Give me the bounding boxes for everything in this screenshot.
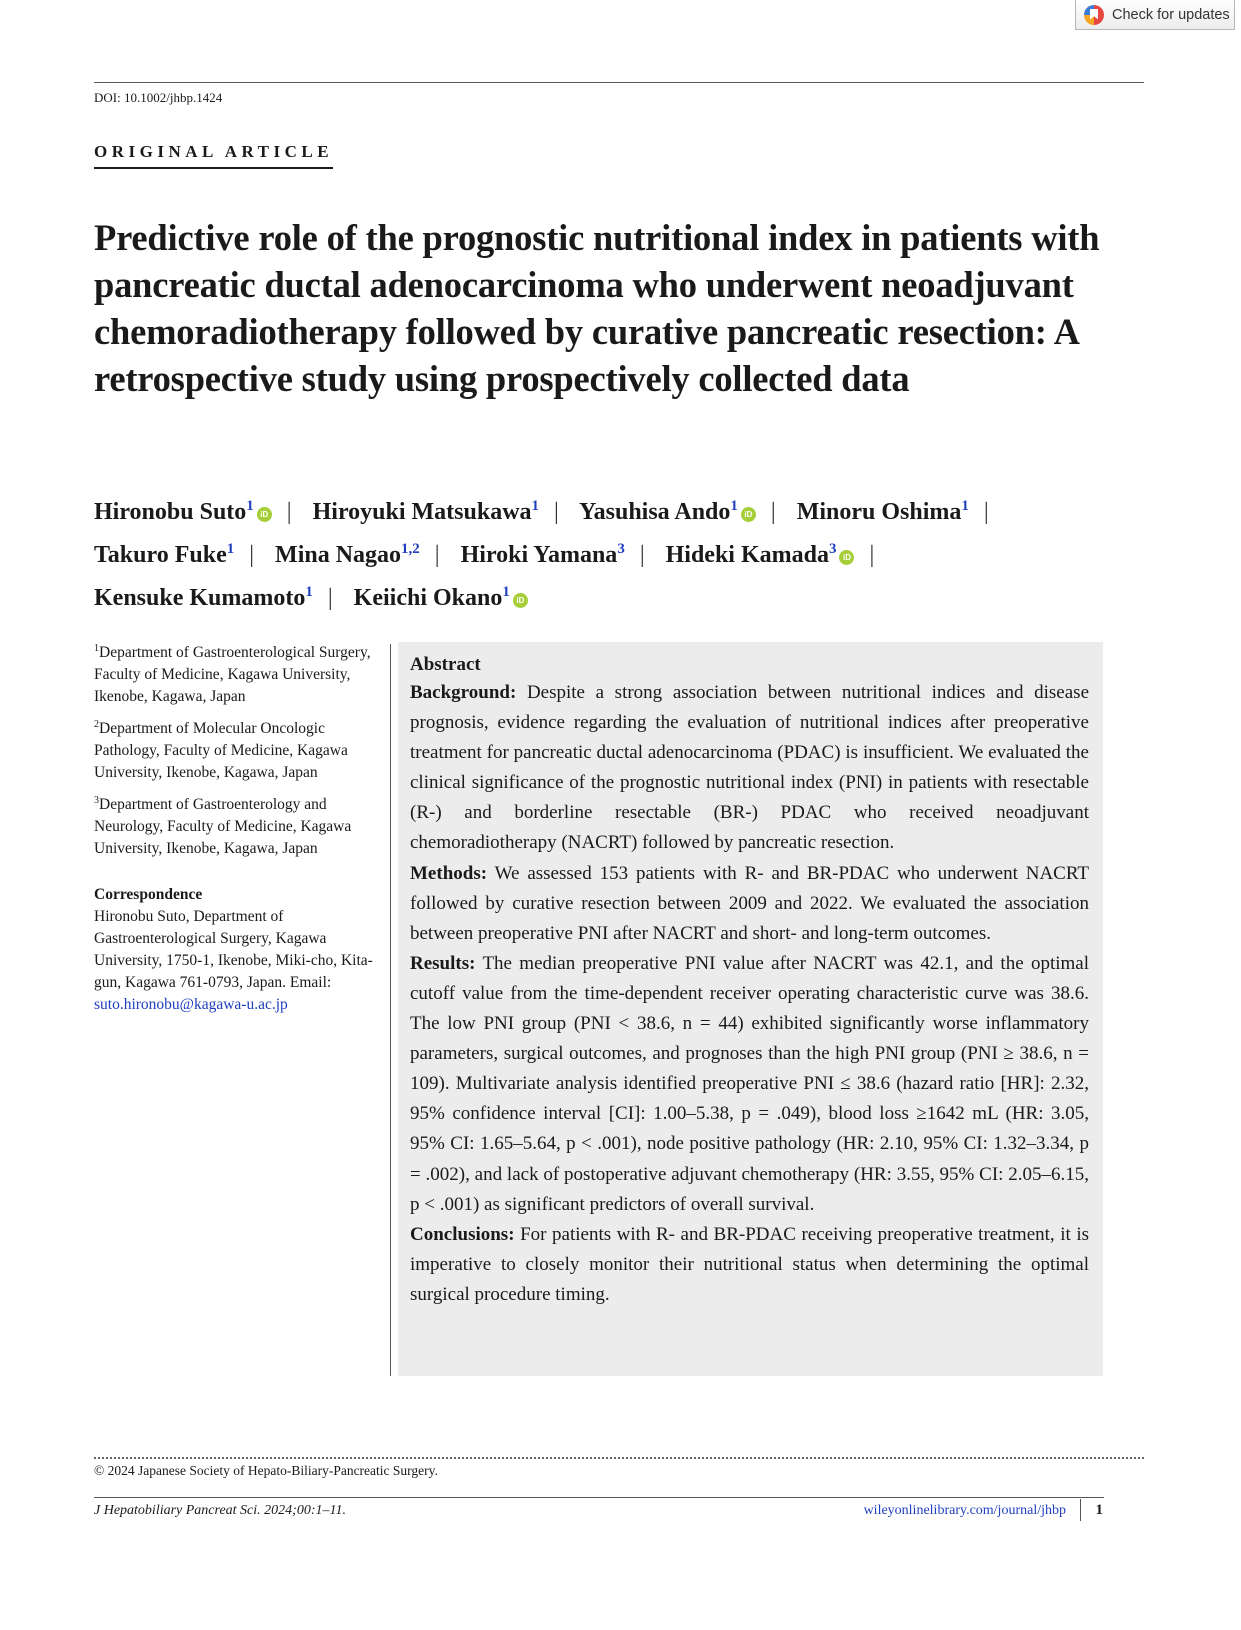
conclusions-text: For patients with R- and BR-PDAC receivi… [410,1223,1089,1305]
author[interactable]: Mina Nagao1,2 [275,541,420,568]
conclusions-label: Conclusions: [410,1223,515,1245]
author-affiliation-marker[interactable]: 1 [305,584,313,600]
correspondence-text: Hironobu Suto, Department of Gastroenter… [94,906,374,1016]
author-name: Hiroki Yamana [460,542,618,568]
author-separator: | [869,542,875,568]
doi[interactable]: DOI: 10.1002/jhbp.1424 [94,90,223,105]
author-name: Mina Nagao [275,542,402,568]
affiliation-text: Department of Gastroenterology and Neuro… [94,796,352,858]
author-separator: | [639,542,645,568]
email-label: Email: [289,974,332,992]
author[interactable]: Hideki Kamada3iD [665,541,855,568]
author-affiliation-marker[interactable]: 3 [828,541,837,557]
affiliation-text: Department of Molecular Oncologic Pathol… [94,720,348,782]
crossmark-icon [1084,4,1104,25]
abstract-heading: Abstract [410,654,481,675]
orcid-icon[interactable]: iD [740,507,756,522]
author-separator: | [770,499,776,525]
author-separator: | [554,499,559,525]
affiliation-marker: 3 [94,795,99,807]
correspondence-heading: Correspondence [94,886,203,904]
author-affiliation-marker[interactable]: 1 [531,498,540,514]
footnote-rule [94,1457,1144,1459]
author-separator: | [327,585,333,611]
affiliation: 1Department of Gastroenterological Surge… [94,638,374,708]
correspondence-address: Hironobu Suto, Department of Gastroenter… [94,908,373,992]
methods-text: We assessed 153 patients with R- and BR-… [410,862,1089,944]
journal-citation: J Hepatobiliary Pancreat Sci. 2024;00:1–… [94,1503,346,1518]
author[interactable]: Minoru Oshima1 [796,498,969,525]
author-name: Yasuhisa Ando [578,499,731,525]
author-name: Kensuke Kumamoto [94,585,306,611]
footer-rule [94,1497,1104,1498]
author-affiliation-marker[interactable]: 1 [226,541,235,557]
author-list: Hironobu Suto1iD | Hiroyuki Matsukawa1 | Y… [94,488,1144,617]
results-text: The median preoperative PNI value after … [410,952,1089,1215]
background-label: Background: [410,682,517,703]
abstract-background: Background: Despite a strong association… [410,678,1089,859]
author-name: Takuro Fuke [94,542,227,568]
article-title: Predictive role of the prognostic nutrit… [94,217,1100,399]
author[interactable]: Keiichi Okano1iD [353,584,528,611]
author[interactable]: Hiroki Yamana3 [460,541,625,568]
email-link[interactable]: suto.hironobu@kagawa-u.ac.jp [94,996,288,1014]
journal-link[interactable]: wileyonlinelibrary.com/journal/jhbp [863,1503,1066,1518]
author-affiliation-marker[interactable]: 1 [730,498,738,514]
author[interactable]: Kensuke Kumamoto1 [94,584,313,611]
author-name: Minoru Oshima [796,499,962,525]
orcid-icon[interactable]: iD [256,507,272,522]
author-name: Hideki Kamada [665,542,829,568]
author[interactable]: Hironobu Suto1iD [94,498,272,525]
author-separator: | [286,499,292,525]
check-for-updates-button[interactable]: Check for updates [1075,0,1235,30]
article-type: ORIGINAL ARTICLE [94,142,334,169]
author[interactable]: Hiroyuki Matsukawa1 [312,498,540,525]
footer-divider [1080,1499,1081,1521]
affiliation: 2Department of Molecular Oncologic Patho… [94,714,374,784]
author[interactable]: Yasuhisa Ando1iD [578,498,756,525]
abstract-results: Results: The median preoperative PNI val… [410,949,1089,1220]
page-number: 1 [1095,1502,1104,1518]
affiliation-marker: 2 [94,719,99,731]
author-separator: | [983,499,989,525]
author-separator: | [434,542,440,568]
results-label: Results: [410,952,476,974]
affiliations-column: 1Department of Gastroenterological Surge… [94,638,374,1016]
methods-label: Methods: [410,862,488,884]
author-affiliation-marker[interactable]: 1 [961,498,969,514]
affiliation-marker: 1 [94,643,99,654]
abstract-methods: Methods: We assessed 153 patients with R… [410,859,1089,949]
author-affiliation-marker[interactable]: 1 [246,498,254,514]
column-divider [390,644,391,1376]
abstract-conclusions: Conclusions: For patients with R- and BR… [410,1220,1089,1310]
author-affiliation-marker[interactable]: 1 [502,584,510,600]
header-rule [94,82,1144,83]
copyright: © 2024 Japanese Society of Hepato-Biliar… [94,1463,438,1478]
author-name: Hiroyuki Matsukawa [312,499,532,525]
author-affiliation-marker[interactable]: 3 [617,541,625,557]
orcid-icon[interactable]: iD [512,593,528,608]
background-text: Despite a strong association between nut… [410,682,1090,854]
author-name: Keiichi Okano [353,585,503,611]
author-separator: | [249,542,255,568]
orcid-icon[interactable]: iD [839,550,855,565]
author[interactable]: Takuro Fuke1 [94,541,235,568]
affiliation-text: Department of Gastroenterological Surger… [94,644,371,706]
author-name: Hironobu Suto [94,499,247,525]
check-for-updates-label: Check for updates [1112,6,1230,23]
author-affiliation-marker[interactable]: 1,2 [401,541,420,557]
affiliation: 3Department of Gastroenterology and Neur… [94,790,374,860]
abstract-box: Abstract Background: Despite a strong as… [398,642,1103,1376]
